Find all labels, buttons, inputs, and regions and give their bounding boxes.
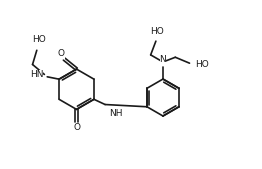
Text: N: N <box>160 55 166 64</box>
Text: HO: HO <box>195 60 209 69</box>
Text: O: O <box>73 123 80 132</box>
Text: O: O <box>58 50 65 58</box>
Text: NH: NH <box>109 110 122 118</box>
Text: HO: HO <box>150 27 164 36</box>
Text: HO: HO <box>32 35 46 44</box>
Text: HN: HN <box>30 70 43 79</box>
